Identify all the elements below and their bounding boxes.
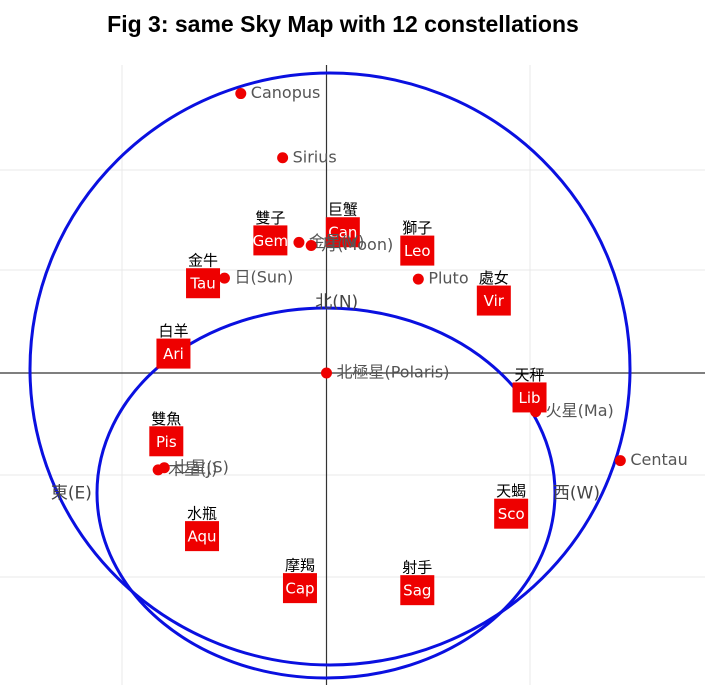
star-point <box>412 273 424 285</box>
constellation-marker <box>253 225 288 256</box>
star-point <box>305 239 317 251</box>
constellation-name: 天秤 <box>515 366 545 384</box>
constellation-name: 處女 <box>479 269 509 287</box>
plot-frame <box>0 65 705 685</box>
chart-title: Fig 3: same Sky Map with 12 constellatio… <box>107 11 579 37</box>
constellation-marker <box>185 521 220 552</box>
constellation-name: 天蝎 <box>496 482 526 500</box>
constellation-abbr: Sco <box>498 505 525 523</box>
constellation-abbr: Pis <box>156 433 177 451</box>
star-label: Pluto <box>428 269 468 288</box>
constellation-abbr: Gem <box>253 232 288 250</box>
direction-label: 東(E) <box>51 483 92 503</box>
constellation-name: 巨蟹 <box>328 201 358 219</box>
star-label: Sirius <box>293 147 337 166</box>
star-label: 日(Sun) <box>234 268 293 287</box>
star-label: 火星(Ma) <box>546 401 614 420</box>
constellation-name: 雙子 <box>255 209 285 227</box>
star-point <box>293 236 305 248</box>
horizon-circle <box>95 306 557 680</box>
constellation-abbr: Lib <box>519 389 541 407</box>
constellation-abbr: Sag <box>403 582 431 600</box>
constellation-marker <box>494 498 529 529</box>
constellation-marker <box>156 338 191 369</box>
star-label: 木星(J) <box>168 459 217 478</box>
constellation-name: 射手 <box>402 559 432 577</box>
constellation-name: 雙魚 <box>151 410 181 428</box>
constellation-marker <box>149 426 184 457</box>
constellation-marker <box>512 382 547 413</box>
constellation-marker <box>476 285 511 316</box>
constellation-name: 水瓶 <box>187 505 217 523</box>
constellation-marker <box>400 235 435 266</box>
direction-label: 北(N) <box>315 293 358 313</box>
constellation-abbr: Ari <box>163 345 184 363</box>
constellation-abbr: Vir <box>484 292 505 310</box>
constellation-name: 金牛 <box>188 252 218 270</box>
star-label: 土星(S) <box>174 457 229 476</box>
constellation-abbr: Tau <box>189 275 215 293</box>
star-point <box>277 152 289 164</box>
constellation-marker <box>282 573 317 604</box>
star-point <box>235 88 247 100</box>
star-label: Canopus <box>251 83 321 102</box>
direction-label: 西(W) <box>553 483 600 503</box>
star-label: 月(Moon) <box>321 235 393 254</box>
constellation-abbr: Cap <box>285 580 314 598</box>
star-point <box>320 367 332 379</box>
constellation-name: 獅子 <box>402 219 432 237</box>
star-point <box>158 462 170 474</box>
constellation-name: 摩羯 <box>285 557 315 575</box>
constellation-name: 白羊 <box>158 322 188 340</box>
star-point <box>530 406 542 418</box>
constellation-marker <box>400 575 435 606</box>
constellation-marker <box>186 268 221 299</box>
star-point <box>218 272 230 284</box>
star-label: Centau <box>630 450 687 469</box>
star-point <box>614 455 626 467</box>
star-label: 北極星(Polaris) <box>336 362 449 381</box>
star-label: 金星(V) <box>309 232 364 251</box>
constellation-abbr: Leo <box>404 242 431 260</box>
constellation-abbr: Aqu <box>188 528 217 546</box>
constellation-marker <box>325 217 360 248</box>
outer-circle <box>28 71 632 667</box>
constellation-abbr: Can <box>328 224 357 242</box>
